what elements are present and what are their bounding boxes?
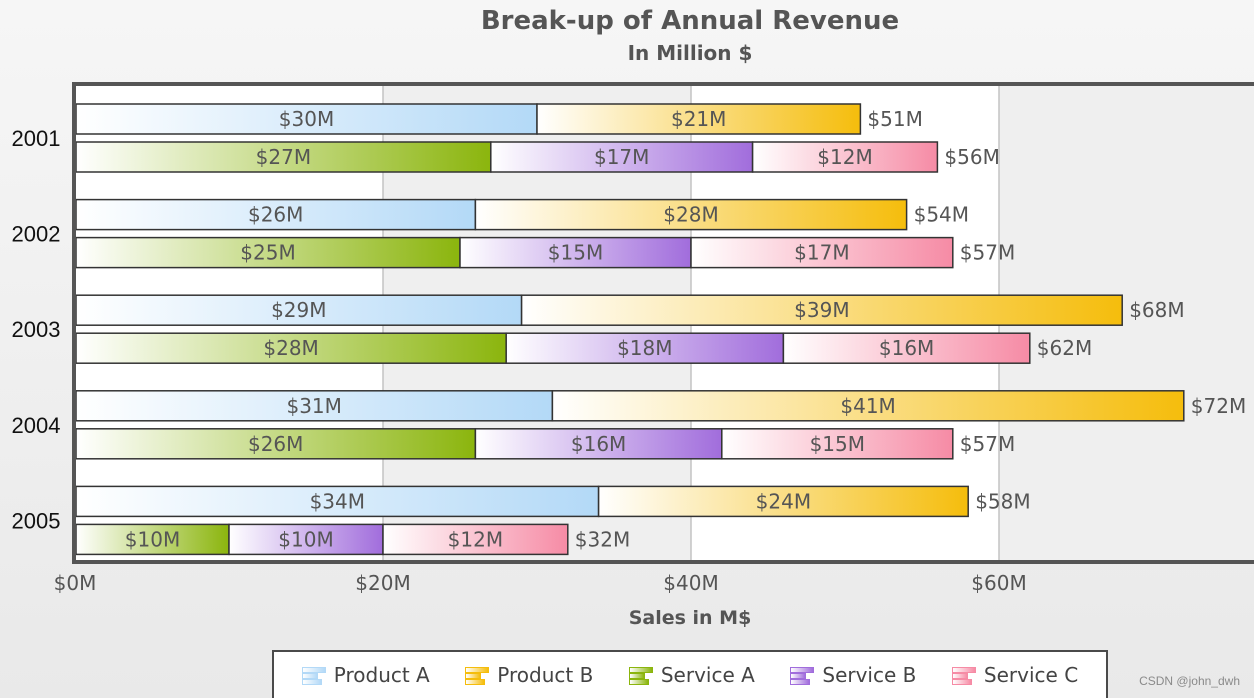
data-label-service-a-2005: $10M [125, 527, 180, 551]
bar-product-a-2003[interactable] [75, 294, 523, 326]
bar-product-b-2003[interactable] [520, 294, 1123, 326]
total-label-services-2002: $57M [960, 241, 1015, 265]
legend-label: Service B [822, 663, 917, 687]
bars: $30M $21M $51M $27M $17M $12M $56M $26M $28M $54M… [75, 103, 1246, 556]
total-label-products-2002: $54M [914, 203, 969, 227]
data-label-product-a-2002: $26M [248, 203, 303, 227]
data-label-service-b-2001: $17M [594, 145, 649, 169]
bar-service-a-2001[interactable] [75, 141, 492, 173]
legend-item-product-a[interactable]: Product A [301, 663, 430, 687]
bar-service-c-2005[interactable] [382, 523, 569, 556]
chart-title: Break-up of Annual Revenue [481, 6, 899, 36]
legend-item-service-b[interactable]: Service B [790, 663, 916, 687]
axis-frame-line [72, 82, 1254, 564]
data-label-product-b-2003: $39M [794, 298, 849, 322]
total-label-services-2004: $57M [960, 432, 1015, 456]
data-label-service-a-2002: $25M [240, 241, 295, 265]
data-label-service-c-2002: $17M [794, 241, 849, 265]
data-label-product-a-2005: $34M [310, 489, 365, 513]
y-tick-label-2002: 2002 [12, 222, 61, 247]
data-label-service-c-2004: $15M [810, 432, 865, 456]
legend-swatch-icon [628, 666, 653, 685]
chart-area: Break-up of Annual Revenue In Million $ … [12, 6, 1254, 629]
bar-service-b-2001[interactable] [490, 141, 754, 173]
data-label-service-a-2003: $28M [263, 336, 318, 360]
bar-product-a-2005[interactable] [75, 485, 600, 518]
y-tick-label-2001: 2001 [12, 126, 61, 151]
bar-product-b-2001[interactable] [536, 103, 862, 135]
bar-product-b-2002[interactable] [474, 198, 908, 231]
data-label-product-a-2003: $29M [271, 298, 326, 322]
plot-frame [72, 82, 1254, 564]
bar-service-a-2004[interactable] [75, 428, 477, 460]
x-axis-labels: $0M $20M $40M $60M [54, 571, 1027, 595]
data-label-service-c-2001: $12M [817, 145, 872, 169]
x-tick-label: $0M [54, 571, 97, 595]
x-tick-label: $40M [663, 571, 718, 595]
total-label-products-2003: $68M [1129, 298, 1184, 322]
total-label-services-2001: $56M [944, 145, 999, 169]
bar-service-c-2002[interactable] [690, 236, 954, 269]
bar-service-b-2004[interactable] [474, 428, 723, 460]
total-label-products-2001: $51M [867, 107, 922, 131]
legend-swatch-icon [790, 666, 815, 685]
data-label-service-b-2002: $15M [548, 241, 603, 265]
total-label-products-2004: $72M [1191, 394, 1246, 418]
legend-swatch-icon [301, 666, 326, 685]
bar-service-c-2003[interactable] [782, 332, 1031, 364]
data-label-service-c-2003: $16M [879, 336, 934, 360]
legend-item-service-c[interactable]: Service C [951, 663, 1079, 687]
bar-product-b-2004[interactable] [551, 390, 1185, 422]
legend-label: Service A [660, 663, 755, 687]
bar-service-b-2003[interactable] [505, 332, 785, 364]
x-tick-label: $60M [971, 571, 1026, 595]
legend-label: Product B [497, 663, 594, 687]
watermark-credit: CSDN @john_dwh [1139, 674, 1240, 688]
bar-service-c-2001[interactable] [751, 141, 939, 173]
bar-service-a-2003[interactable] [75, 332, 507, 364]
legend-swatch-icon [465, 666, 490, 685]
data-label-service-a-2004: $26M [248, 432, 303, 456]
chart-subtitle: In Million $ [628, 41, 753, 65]
data-label-service-b-2003: $18M [617, 336, 672, 360]
legend-item-service-a[interactable]: Service A [628, 663, 755, 687]
y-tick-label-2005: 2005 [12, 508, 61, 533]
total-label-products-2005: $58M [975, 489, 1030, 513]
data-label-product-b-2004: $41M [840, 394, 895, 418]
data-label-product-b-2002: $28M [663, 203, 718, 227]
x-axis-title: Sales in M$ [629, 607, 752, 629]
bar-service-b-2002[interactable] [459, 236, 692, 269]
data-label-service-b-2004: $16M [571, 432, 626, 456]
data-label-service-c-2005: $12M [448, 527, 503, 551]
y-axis-labels: 2001 2002 2003 2004 2005 [12, 126, 61, 533]
total-label-services-2003: $62M [1037, 336, 1092, 360]
legend-label: Service C [983, 663, 1079, 687]
bar-product-b-2005[interactable] [597, 485, 969, 518]
x-tick-label: $20M [355, 571, 410, 595]
bar-service-a-2002[interactable] [75, 236, 461, 269]
legend-label: Product A [333, 663, 430, 687]
legend: Product A Product B Service A Service B Serv… [272, 650, 1108, 698]
data-label-product-b-2005: $24M [756, 489, 811, 513]
data-label-service-b-2005: $10M [278, 527, 333, 551]
data-label-service-a-2001: $27M [256, 145, 311, 169]
bar-product-a-2004[interactable] [75, 390, 554, 422]
total-label-services-2005: $32M [575, 527, 630, 551]
y-tick-label-2004: 2004 [12, 413, 61, 438]
data-label-product-a-2001: $30M [279, 107, 334, 131]
data-label-product-b-2001: $21M [671, 107, 726, 131]
y-tick-label-2003: 2003 [12, 317, 61, 342]
bar-service-c-2004[interactable] [721, 428, 954, 460]
bar-service-a-2005[interactable] [75, 523, 230, 556]
legend-item-product-b[interactable]: Product B [465, 663, 593, 687]
data-label-product-a-2004: $31M [286, 394, 341, 418]
legend-swatch-icon [951, 666, 976, 685]
